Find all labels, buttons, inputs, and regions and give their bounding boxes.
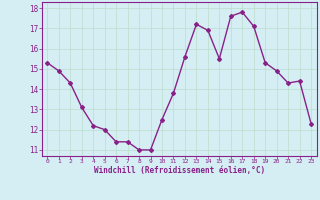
X-axis label: Windchill (Refroidissement éolien,°C): Windchill (Refroidissement éolien,°C)	[94, 166, 265, 175]
